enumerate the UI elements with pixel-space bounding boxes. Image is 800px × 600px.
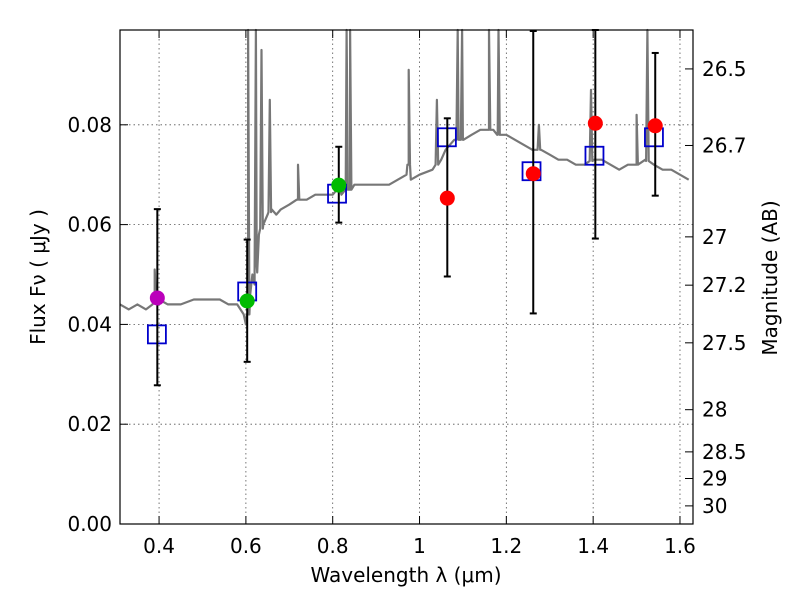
right-tick-label: 28: [702, 398, 727, 422]
observed-flux-point: [587, 115, 603, 131]
x-tick-label: 0.4: [143, 534, 175, 558]
x-tick-label: 0.6: [230, 534, 262, 558]
x-axis-label: Wavelength λ (μm): [310, 563, 501, 587]
grid-lines: [120, 30, 693, 525]
right-tick-label: 29: [702, 466, 727, 490]
observed-flux-point: [439, 190, 455, 206]
x-tick-label: 1: [413, 534, 426, 558]
x-tick-label: 1.2: [490, 534, 522, 558]
observed-photometry-series: [149, 29, 663, 387]
observed-flux-point: [239, 293, 255, 309]
observed-flux-point: [525, 166, 541, 182]
model-photometry-series: [146, 127, 664, 345]
right-tick-label: 27: [702, 225, 727, 249]
right-axis-label: Magnitude (AB): [758, 200, 782, 355]
right-tick-label: 28.5: [702, 440, 747, 464]
y-tick-label: 0.06: [67, 213, 112, 237]
right-tick-label: 27.2: [702, 273, 747, 297]
spectrum-series: [119, 28, 690, 326]
right-tick-label: 30: [702, 494, 727, 518]
observed-flux-point: [331, 177, 347, 193]
y-tick-label: 0.02: [67, 412, 112, 436]
x-tick-label: 1.6: [664, 534, 696, 558]
y-tick-label: 0.08: [67, 113, 112, 137]
right-tick-label: 26.7: [702, 133, 747, 157]
y-axis-label: Flux Fν ( μJy ): [26, 209, 50, 345]
right-tick-label: 26.5: [702, 57, 747, 81]
observed-flux-point: [647, 118, 663, 134]
y-tick-label: 0.00: [67, 512, 112, 536]
x-tick-label: 1.4: [577, 534, 609, 558]
y-tick-label: 0.04: [67, 312, 112, 336]
right-tick-label: 27.5: [702, 331, 747, 355]
x-tick-label: 0.8: [317, 534, 349, 558]
spectrum-line: [119, 28, 690, 326]
axes: 0.4 0.6 0.8 1 1.2 1.4 1.6 0.00 0.02 0.04 0.06 0.08 2…: [67, 30, 747, 558]
plot-frame: [119, 29, 694, 525]
observed-flux-point: [149, 290, 165, 306]
